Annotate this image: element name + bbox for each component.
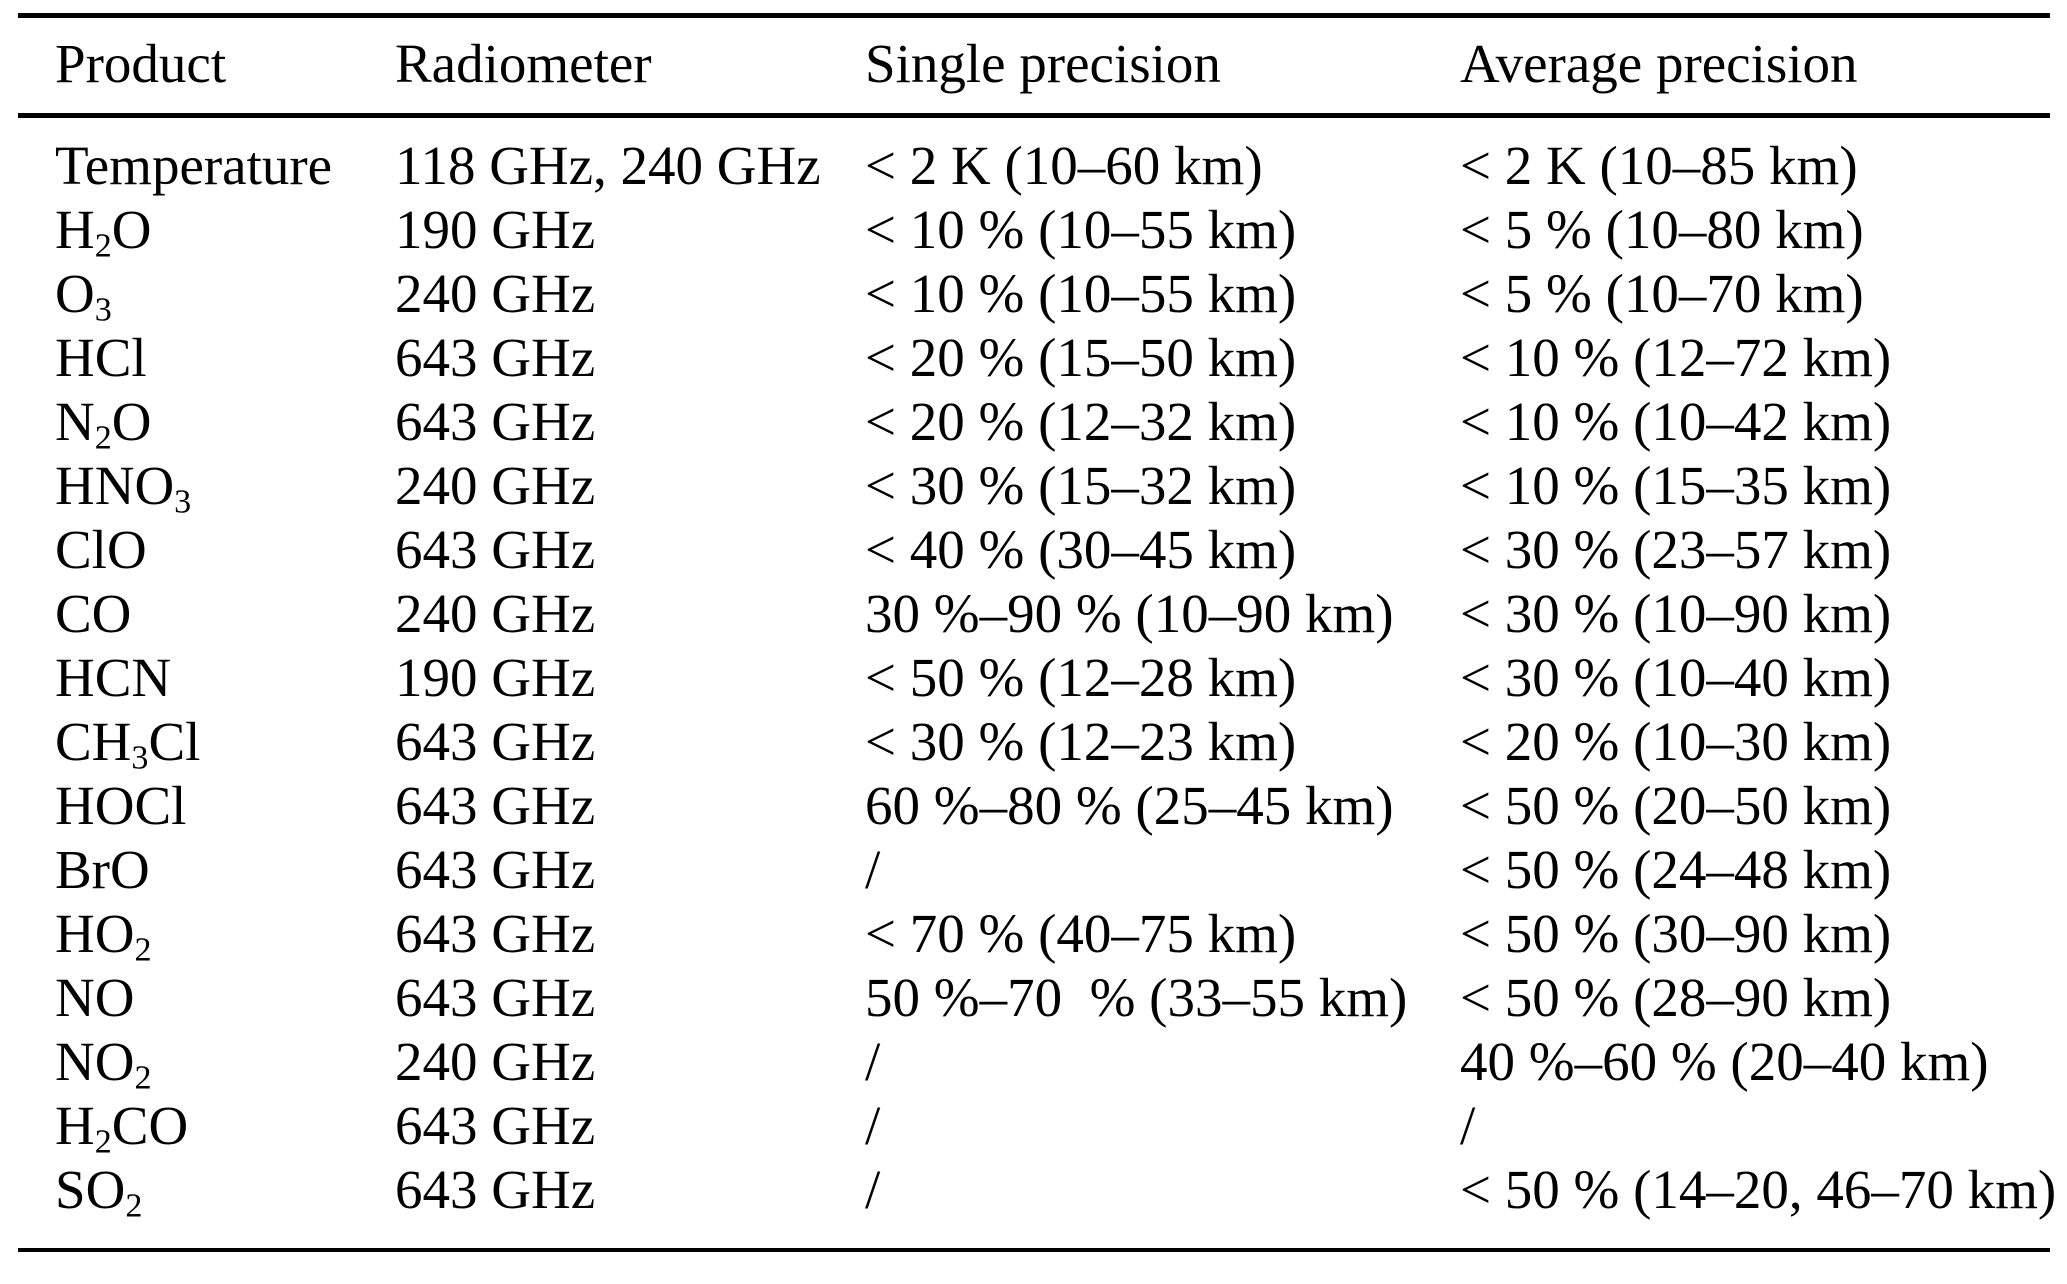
table-row: N2O 643 GHz < 20 % (12–32 km) < 10 % (10–42… xyxy=(18,390,2050,457)
radiometer-cell: 240 GHz xyxy=(395,1031,596,1092)
radiometer-cell: 190 GHz xyxy=(395,647,596,708)
radiometer-cell: 643 GHz xyxy=(395,967,596,1028)
product-cell: Temperature xyxy=(55,135,333,196)
product-cell: NO2 xyxy=(55,1031,152,1097)
product-cell: HO2 xyxy=(55,903,152,969)
single-precision-cell: < 70 % (40–75 km) xyxy=(865,903,1297,964)
average-precision-cell: < 30 % (10–40 km) xyxy=(1460,647,1892,708)
average-precision-cell: < 5 % (10–70 km) xyxy=(1460,263,1864,324)
product-cell: SO2 xyxy=(55,1159,143,1225)
product-cell: HOCl xyxy=(55,775,187,836)
single-precision-cell: < 2 K (10–60 km) xyxy=(865,135,1263,196)
average-precision-cell: < 50 % (30–90 km) xyxy=(1460,903,1892,964)
product-cell: NO xyxy=(55,967,135,1028)
table-row: NO2 240 GHz / 40 %–60 % (20–40 km) xyxy=(18,1030,2050,1097)
radiometer-cell: 643 GHz xyxy=(395,775,596,836)
table-row: O3 240 GHz < 10 % (10–55 km) < 5 % (10–70 k… xyxy=(18,262,2050,329)
average-precision-cell: < 50 % (20–50 km) xyxy=(1460,775,1892,836)
table-row: CH3Cl 643 GHz < 30 % (12–23 km) < 20 % (10–… xyxy=(18,710,2050,777)
average-precision-cell: < 5 % (10–80 km) xyxy=(1460,199,1864,260)
single-precision-cell: / xyxy=(865,839,881,900)
product-cell: O3 xyxy=(55,263,112,329)
average-precision-cell: 40 %–60 % (20–40 km) xyxy=(1460,1031,1989,1092)
product-cell: HCN xyxy=(55,647,172,708)
radiometer-cell: 240 GHz xyxy=(395,455,596,516)
single-precision-cell: < 10 % (10–55 km) xyxy=(865,263,1297,324)
table-row: HCN 190 GHz < 50 % (12–28 km) < 30 % (10–40… xyxy=(18,646,2050,710)
single-precision-cell: < 40 % (30–45 km) xyxy=(865,519,1297,580)
single-precision-cell: / xyxy=(865,1095,881,1156)
single-precision-cell: / xyxy=(865,1031,881,1092)
table-row: NO 643 GHz 50 %–70 % (33–55 km) < 50 % (28–… xyxy=(18,966,2050,1030)
radiometer-cell: 643 GHz xyxy=(395,903,596,964)
product-cell: H2CO xyxy=(55,1095,189,1161)
radiometer-cell: 190 GHz xyxy=(395,199,596,260)
average-precision-cell: < 30 % (23–57 km) xyxy=(1460,519,1892,580)
column-header-radiometer: Radiometer xyxy=(395,15,865,118)
table-header: Product Radiometer Single precision Aver… xyxy=(18,15,2050,118)
radiometer-cell: 643 GHz xyxy=(395,1159,596,1220)
product-cell: HCl xyxy=(55,327,147,388)
radiometer-cell: 643 GHz xyxy=(395,711,596,772)
average-precision-cell: < 10 % (12–72 km) xyxy=(1460,327,1892,388)
average-precision-cell: < 10 % (10–42 km) xyxy=(1460,391,1892,452)
table-row: HNO3 240 GHz < 30 % (15–32 km) < 10 % (15–3… xyxy=(18,454,2050,521)
column-header-single-precision: Single precision xyxy=(865,15,1460,118)
product-cell: H2O xyxy=(55,199,152,265)
table-row: BrO 643 GHz / < 50 % (24–48 km) xyxy=(18,838,2050,902)
product-cell: CO xyxy=(55,583,132,644)
radiometer-cell: 643 GHz xyxy=(395,519,596,580)
product-cell: BrO xyxy=(55,839,150,900)
table-row: HOCl 643 GHz 60 %–80 % (25–45 km) < 50 % (2… xyxy=(18,774,2050,838)
product-cell: N2O xyxy=(55,391,152,457)
header-row: Product Radiometer Single precision Aver… xyxy=(18,15,2050,118)
column-header-product: Product xyxy=(18,15,395,118)
radiometer-cell: 643 GHz xyxy=(395,327,596,388)
table-row: HO2 643 GHz < 70 % (40–75 km) < 50 % (30–90… xyxy=(18,902,2050,969)
radiometer-cell: 643 GHz xyxy=(395,391,596,452)
average-precision-cell: / xyxy=(1460,1095,1476,1156)
single-precision-cell: 60 %–80 % (25–45 km) xyxy=(865,775,1394,836)
average-precision-cell: < 30 % (10–90 km) xyxy=(1460,583,1892,644)
single-precision-cell: < 30 % (15–32 km) xyxy=(865,455,1297,516)
column-header-average-precision: Average precision xyxy=(1460,15,2050,118)
radiometer-cell: 643 GHz xyxy=(395,1095,596,1156)
radiometer-cell: 240 GHz xyxy=(395,583,596,644)
single-precision-cell: < 50 % (12–28 km) xyxy=(865,647,1297,708)
average-precision-cell: < 20 % (10–30 km) xyxy=(1460,711,1892,772)
single-precision-cell: 50 %–70 % (33–55 km) xyxy=(865,967,1408,1028)
table-row: SO2 643 GHz / < 50 % (14–20, 46–70 km) xyxy=(18,1158,2057,1250)
table-row: H2O 190 GHz < 10 % (10–55 km) < 5 % (10–80 … xyxy=(18,198,2050,265)
single-precision-cell: / xyxy=(865,1159,881,1220)
table-row: Temperature 118 GHz, 240 GHz < 2 K (10–60 … xyxy=(18,116,2050,199)
average-precision-cell: < 2 K (10–85 km) xyxy=(1460,135,1858,196)
single-precision-cell: 30 %–90 % (10–90 km) xyxy=(865,583,1394,644)
precision-table: Product Radiometer Single precision Aver… xyxy=(18,13,2057,1252)
single-precision-cell: < 30 % (12–23 km) xyxy=(865,711,1297,772)
product-cell: ClO xyxy=(55,519,147,580)
average-precision-cell: < 10 % (15–35 km) xyxy=(1460,455,1892,516)
single-precision-cell: < 10 % (10–55 km) xyxy=(865,199,1297,260)
table-row: CO 240 GHz 30 %–90 % (10–90 km) < 30 % (10–… xyxy=(18,582,2050,646)
radiometer-cell: 118 GHz, 240 GHz xyxy=(395,135,821,196)
single-precision-cell: < 20 % (15–50 km) xyxy=(865,327,1297,388)
radiometer-cell: 643 GHz xyxy=(395,839,596,900)
average-precision-cell: < 50 % (14–20, 46–70 km) xyxy=(1460,1159,2057,1220)
average-precision-cell: < 50 % (24–48 km) xyxy=(1460,839,1892,900)
single-precision-cell: < 20 % (12–32 km) xyxy=(865,391,1297,452)
table-row: H2CO 643 GHz / / xyxy=(18,1094,2050,1161)
average-precision-cell: < 50 % (28–90 km) xyxy=(1460,967,1892,1028)
product-cell: HNO3 xyxy=(55,455,192,521)
table-row: ClO 643 GHz < 40 % (30–45 km) < 30 % (23–57… xyxy=(18,518,2050,582)
table-row: HCl 643 GHz < 20 % (15–50 km) < 10 % (12–72… xyxy=(18,326,2050,390)
table-body: Temperature 118 GHz, 240 GHz < 2 K (10–60 … xyxy=(18,116,2057,1251)
product-cell: CH3Cl xyxy=(55,711,201,777)
radiometer-cell: 240 GHz xyxy=(395,263,596,324)
